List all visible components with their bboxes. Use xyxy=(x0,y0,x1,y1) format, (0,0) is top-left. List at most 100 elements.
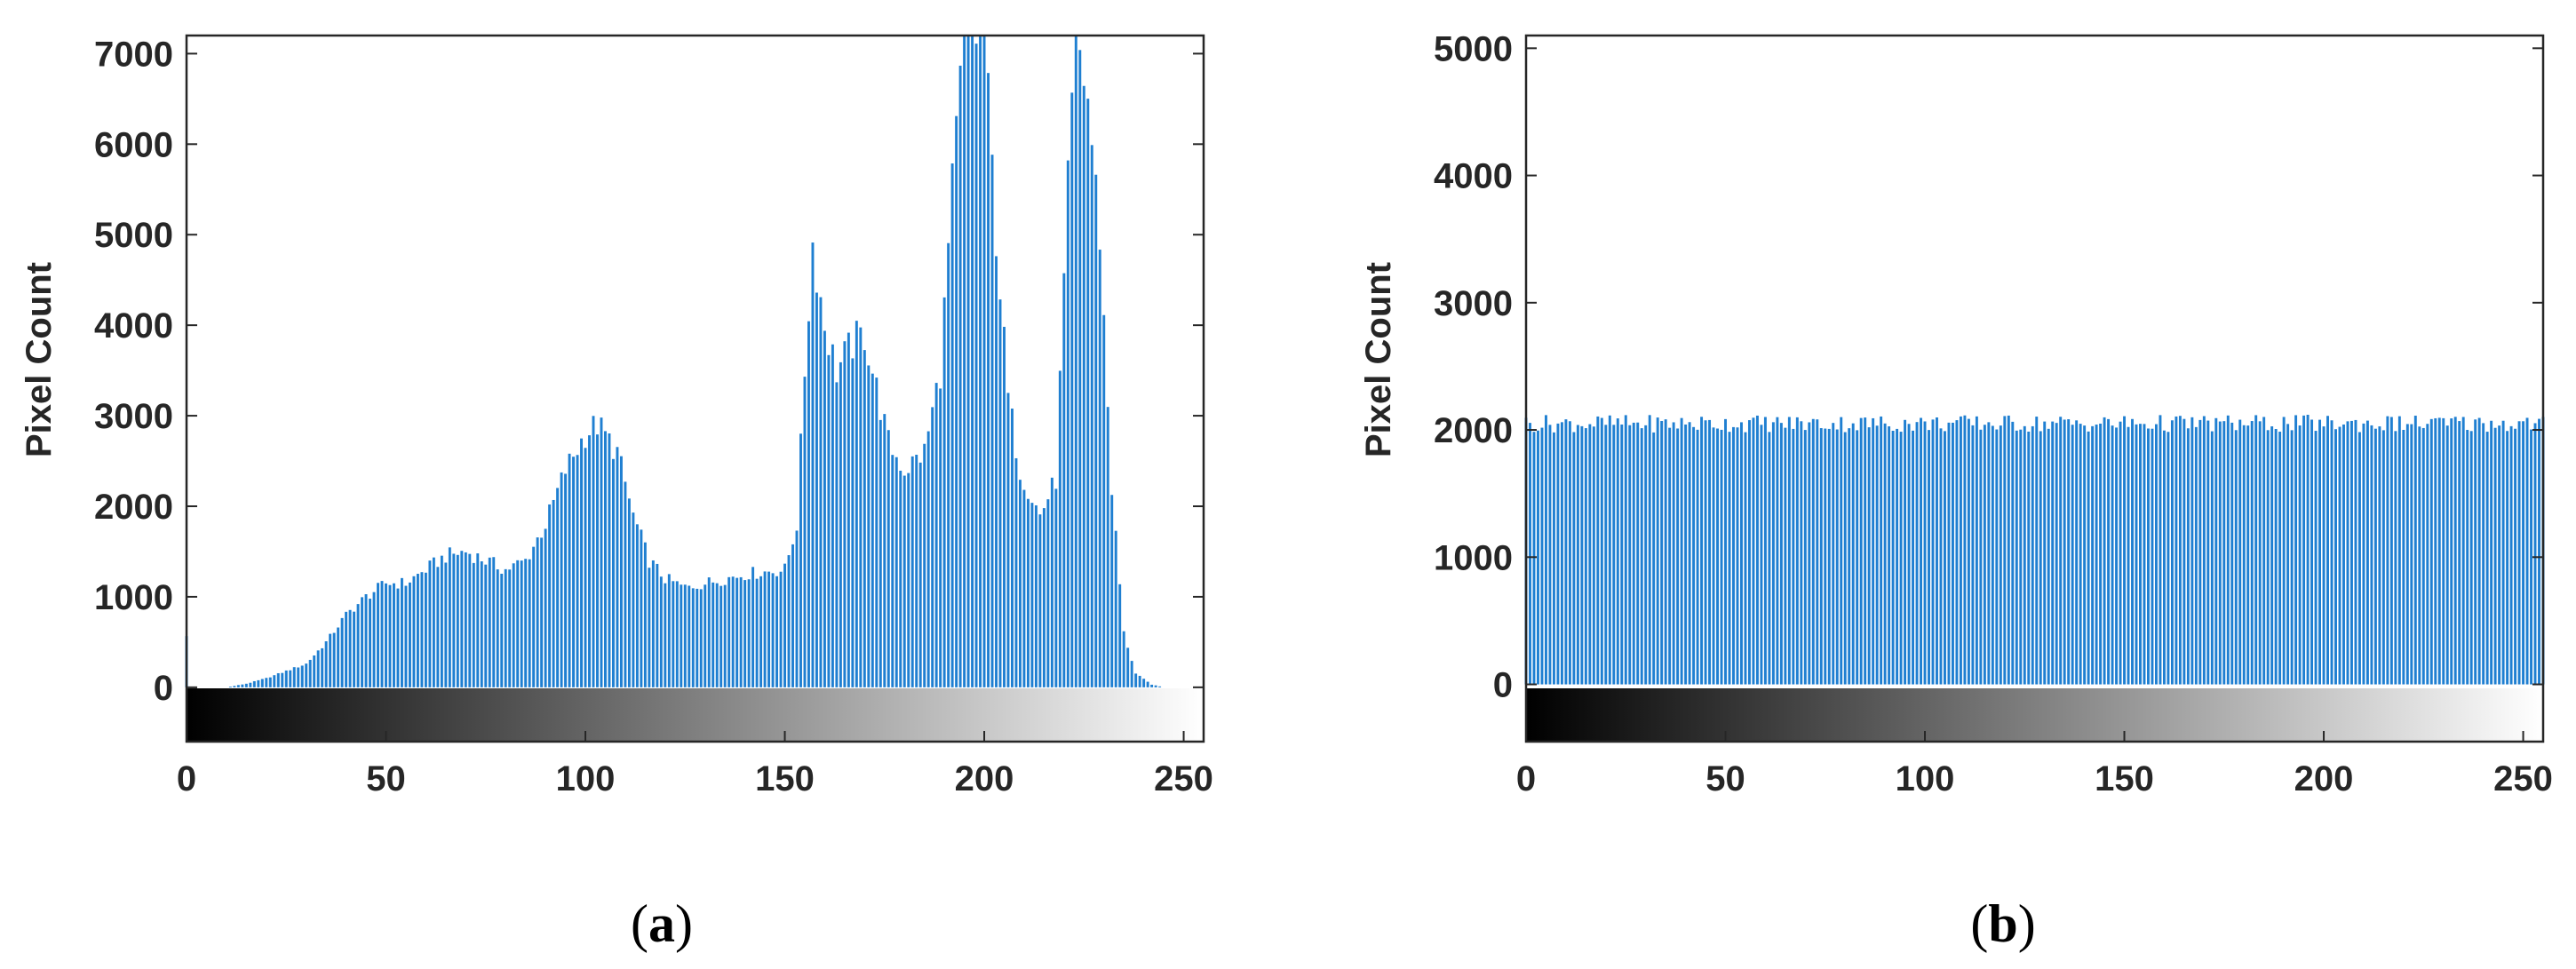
histogram-bar xyxy=(1054,488,1058,687)
histogram-bar xyxy=(236,685,240,687)
histogram-bar xyxy=(1732,426,1735,685)
histogram-bar xyxy=(1026,498,1030,687)
x-tick-label: 200 xyxy=(955,759,1014,798)
histogram-bar xyxy=(1552,432,1555,685)
colorbar-b xyxy=(1526,688,2543,742)
histogram-bar xyxy=(1636,422,1640,685)
histogram-bar xyxy=(624,481,627,687)
histogram-bar xyxy=(2381,430,2385,685)
histogram-bar xyxy=(787,555,791,687)
histogram-bar xyxy=(879,419,882,687)
histogram-bar xyxy=(2143,424,2146,685)
histogram-bar xyxy=(1920,417,1922,685)
histogram-bar xyxy=(1046,499,1050,687)
histogram-bar xyxy=(284,670,288,687)
histogram-bar xyxy=(1006,393,1010,687)
histogram-bar xyxy=(2174,416,2178,685)
histogram-bar xyxy=(2007,415,2010,685)
histogram-bar xyxy=(2298,425,2302,685)
x-tick-label: 0 xyxy=(1516,759,1536,798)
histogram-bar xyxy=(2059,417,2063,685)
histogram-bar xyxy=(321,647,324,687)
x-tick-label: 150 xyxy=(2095,759,2154,798)
histogram-bar xyxy=(1708,419,1712,685)
histogram-bar xyxy=(2342,424,2345,685)
x-ticks-b: 0 50 100 150 200 250 xyxy=(1516,731,2553,798)
histogram-bar xyxy=(831,344,834,687)
histogram-bar xyxy=(2354,419,2357,685)
histogram-bar xyxy=(747,579,751,687)
panel-label-a: (a) xyxy=(631,894,693,953)
histogram-bar xyxy=(356,604,360,687)
histogram-bar xyxy=(767,571,771,687)
histogram-bar xyxy=(2346,421,2349,685)
histogram-bar xyxy=(2453,417,2457,685)
histogram-bar xyxy=(871,373,874,687)
histogram-bar xyxy=(1963,415,1967,685)
histogram-bar xyxy=(460,551,464,687)
histogram-bar xyxy=(1872,417,1875,685)
histogram-bar xyxy=(1130,661,1133,687)
histogram-bar xyxy=(1712,427,1715,685)
histogram-bar xyxy=(2043,421,2047,685)
histogram-bar xyxy=(2490,420,2493,685)
histogram-bar xyxy=(332,632,336,687)
histogram-bar xyxy=(1880,416,1883,685)
histogram-bar xyxy=(2522,421,2525,685)
histogram-bar xyxy=(2063,419,2066,685)
histogram-bar xyxy=(1936,417,1938,685)
histogram-bar xyxy=(2493,427,2497,685)
histogram-bar xyxy=(2469,431,2473,685)
y-tick-label: 0 xyxy=(1493,666,1513,705)
histogram-bar xyxy=(2402,430,2405,685)
histogram-bar xyxy=(2047,428,2050,685)
histogram-bar xyxy=(2482,423,2485,685)
histogram-bar xyxy=(500,573,504,687)
histogram-bar xyxy=(2079,424,2082,685)
histogram-bar xyxy=(1763,417,1767,685)
histogram-bar xyxy=(2458,421,2461,685)
histogram-bar xyxy=(2466,430,2469,685)
histogram-bar xyxy=(2274,429,2278,685)
histogram-bar xyxy=(300,665,304,687)
histogram-bar xyxy=(1947,422,1951,685)
histogram-bar xyxy=(2270,426,2274,685)
histogram-bar xyxy=(891,455,894,687)
histogram-bar xyxy=(372,592,376,687)
histogram-bar xyxy=(1696,429,1699,685)
histogram-bar xyxy=(1931,419,1935,685)
histogram-bar xyxy=(1624,415,1627,685)
histogram-bar xyxy=(699,589,703,687)
histogram-bar xyxy=(867,365,871,687)
histogram-bar xyxy=(995,256,998,687)
histogram-bar xyxy=(1955,420,1959,685)
histogram-bar xyxy=(2405,424,2409,685)
x-tick-label: 50 xyxy=(366,759,406,798)
histogram-bar xyxy=(580,438,583,687)
histogram-bar xyxy=(2111,425,2114,685)
histogram-panel-a: 0 1000 2000 3000 4000 5000 6000 7000 0 50 100 150 2… xyxy=(20,34,1213,953)
histogram-bar xyxy=(1904,419,1907,685)
x-tick-label: 100 xyxy=(1896,759,1955,798)
histogram-bar xyxy=(1066,160,1069,687)
histogram-bar xyxy=(1991,425,1994,685)
histogram-bar xyxy=(361,597,364,687)
histogram-bar xyxy=(544,528,547,687)
histogram-bar xyxy=(2067,419,2071,685)
histogram-bar xyxy=(401,577,403,687)
histogram-bar xyxy=(875,377,879,687)
histogram-bar xyxy=(428,560,432,687)
histogram-bar xyxy=(528,559,531,687)
histogram-bar xyxy=(1616,418,1619,685)
histogram-bar xyxy=(416,574,419,687)
histogram-bar xyxy=(1548,425,1552,685)
histogram-bar xyxy=(1014,457,1018,687)
histogram-bar xyxy=(2286,424,2290,685)
histogram-bar xyxy=(763,571,767,687)
histogram-bar xyxy=(2075,420,2079,685)
histogram-bar xyxy=(971,36,974,687)
histogram-bar xyxy=(632,512,635,687)
histogram-bar xyxy=(233,686,236,687)
histogram-bar xyxy=(1600,417,1603,685)
histogram-bar xyxy=(249,682,252,687)
